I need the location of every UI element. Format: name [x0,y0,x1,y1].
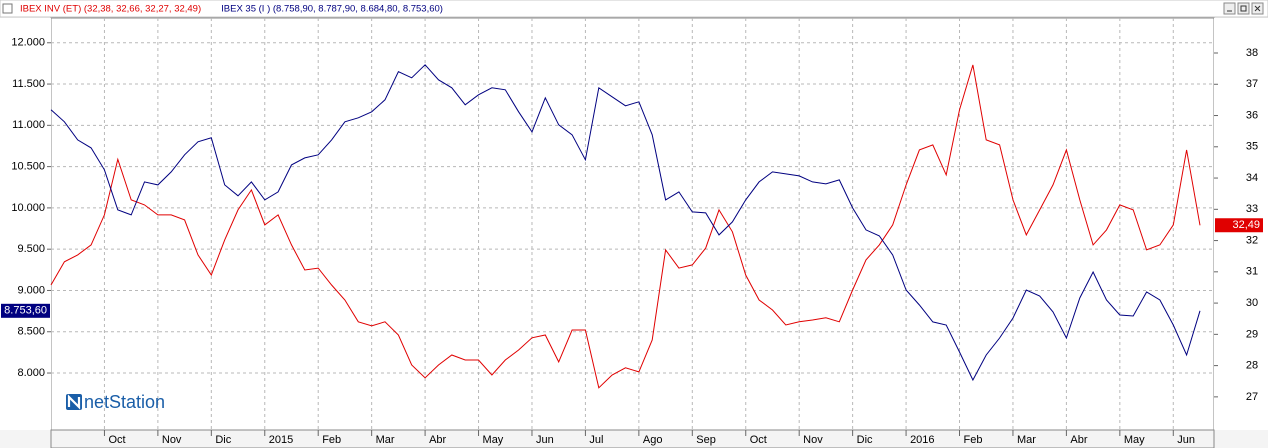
x-tick-label: 2015 [269,434,293,446]
y-tick-label: 10.000 [11,202,45,214]
x-axis-area [50,429,1215,448]
y2-tick-label: 36 [1246,109,1258,121]
window-icon [2,3,13,14]
x-tick-label: 2016 [910,434,934,446]
x-tick-label: May [1124,434,1145,446]
y2-tick-label: 29 [1246,328,1258,340]
y2-tick-label: 35 [1246,141,1258,153]
y2-tick-label: 28 [1246,360,1258,372]
series-line [50,64,1201,389]
series-line [50,64,1201,382]
title-bar [0,0,1268,18]
legend-entry: IBEX INV (ET) (32,38, 32,66, 32,27, 32,4… [20,4,201,15]
window-buttons [1223,2,1264,15]
button-glyph [1254,5,1261,12]
last-value-label: 32,49 [1232,219,1260,231]
y2-tick-label: 32 [1246,234,1258,246]
legend-entry: IBEX 35 (I ) (8.758,90, 8.787,90, 8.684,… [221,4,443,15]
x-tick-label: Dic [857,434,873,446]
y-tick-label: 10.500 [11,161,45,173]
x-tick-label: Oct [750,434,767,446]
maximize-button[interactable] [1237,2,1250,15]
logo: netStation [66,392,165,412]
y-tick-label: 8.000 [17,367,45,379]
y2-tick-label: 31 [1246,266,1258,278]
left-axis-area [0,18,51,430]
x-tick-label: Abr [1070,434,1087,446]
x-tick-label: Sep [696,434,716,446]
x-tick-label: May [483,434,504,446]
plot-area [50,17,1215,431]
x-tick-label: Feb [322,434,341,446]
last-value-label: 8.753,60 [4,305,47,317]
x-tick-label: Oct [108,434,125,446]
x-tick-label: Mar [1017,434,1036,446]
y-tick-label: 11.000 [12,119,45,131]
y-tick-label: 9.500 [17,243,45,255]
y-tick-label: 11.500 [12,78,45,90]
logo-text: netStation [84,392,165,412]
logo-glyph [67,394,81,410]
button-glyph [1240,5,1247,12]
y-tick-label: 12.000 [11,37,45,49]
x-tick-label: Abr [429,434,446,446]
x-tick-label: Jun [1177,434,1195,446]
x-tick-label: Jun [536,434,554,446]
y2-tick-label: 27 [1246,391,1258,403]
x-tick-label: Feb [964,434,983,446]
y2-tick-label: 30 [1246,297,1258,309]
y2-tick-label: 34 [1246,172,1258,184]
x-tick-label: Ago [643,434,663,446]
x-tick-label: Dic [215,434,231,446]
last-value-badge [1,303,50,318]
y-tick-label: 8.500 [17,326,45,338]
x-tick-label: Nov [162,434,182,446]
y-tick-label: 9.000 [17,284,45,296]
last-value-badge [1215,218,1263,233]
x-tick-label: Mar [376,434,395,446]
minimize-button[interactable] [1223,2,1236,15]
x-tick-label: Nov [803,434,823,446]
y2-tick-label: 33 [1246,203,1258,215]
x-tick-label: Jul [589,434,603,446]
y2-tick-label: 37 [1246,78,1258,90]
y2-tick-label: 38 [1246,47,1258,59]
